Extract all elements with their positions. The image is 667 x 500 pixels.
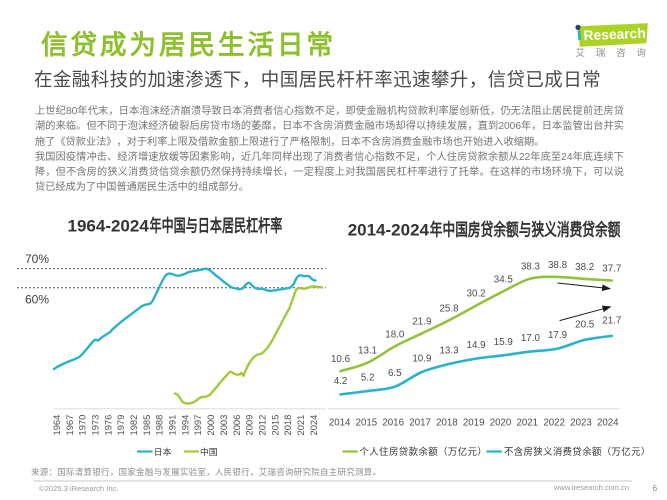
svg-text:2003: 2003 (218, 415, 229, 436)
svg-text:21.9: 21.9 (412, 316, 431, 327)
svg-text:13.3: 13.3 (439, 346, 459, 357)
svg-text:年中国与日本居民杠杆率: 年中国与日本居民杠杆率 (150, 215, 283, 236)
svg-text:1973: 1973 (90, 415, 101, 436)
svg-text:30.2: 30.2 (467, 289, 486, 300)
svg-text:2023: 2023 (570, 418, 592, 429)
svg-text:2016: 2016 (382, 418, 404, 429)
svg-text:10.9: 10.9 (412, 354, 431, 365)
svg-text:中国: 中国 (200, 446, 218, 457)
svg-text:2018: 2018 (436, 418, 458, 429)
svg-text:4.2: 4.2 (334, 376, 348, 387)
svg-text:2021: 2021 (295, 415, 306, 436)
svg-text:个人住房贷款余额（万亿元）: 个人住房贷款余额（万亿元） (360, 446, 488, 457)
svg-text:60%: 60% (25, 293, 49, 307)
svg-text:2020: 2020 (490, 418, 512, 429)
svg-text:18.0: 18.0 (385, 329, 405, 340)
svg-text:2015: 2015 (269, 415, 280, 436)
svg-text:34.5: 34.5 (494, 274, 514, 285)
svg-text:14.9: 14.9 (467, 340, 486, 351)
svg-text:1994: 1994 (179, 415, 190, 436)
svg-text:2024: 2024 (308, 415, 319, 436)
svg-text:17.0: 17.0 (521, 333, 541, 344)
svg-text:1976: 1976 (102, 415, 113, 436)
svg-text:17.9: 17.9 (548, 330, 567, 341)
svg-text:2017: 2017 (409, 418, 431, 429)
svg-text:38.2: 38.2 (575, 262, 594, 273)
svg-text:10.6: 10.6 (331, 354, 351, 365)
svg-text:2019: 2019 (463, 418, 485, 429)
svg-text:Research: Research (583, 26, 646, 43)
svg-text:70%: 70% (25, 252, 49, 266)
svg-text:38.8: 38.8 (548, 260, 568, 271)
svg-text:1982: 1982 (128, 415, 139, 436)
svg-text:38.3: 38.3 (521, 262, 541, 273)
svg-text:1970: 1970 (77, 415, 88, 436)
svg-text:1997: 1997 (192, 415, 203, 436)
svg-text:1988: 1988 (154, 415, 165, 436)
svg-text:5.2: 5.2 (361, 373, 375, 384)
svg-text:15.9: 15.9 (494, 337, 513, 348)
svg-text:2014: 2014 (329, 418, 351, 429)
svg-text:1985: 1985 (141, 415, 152, 436)
svg-text:2000: 2000 (205, 415, 216, 436)
svg-text:21.7: 21.7 (602, 315, 621, 326)
svg-text:2018: 2018 (282, 415, 293, 436)
svg-text:2024: 2024 (597, 418, 619, 429)
svg-text:1964-2024: 1964-2024 (68, 217, 150, 236)
svg-text:2006: 2006 (231, 415, 242, 436)
svg-text:2022: 2022 (543, 418, 565, 429)
svg-text:1964: 1964 (51, 415, 62, 436)
svg-text:2012: 2012 (256, 415, 267, 436)
svg-text:2015: 2015 (356, 418, 378, 429)
svg-text:年中国房贷余额与狭义消费贷余额: 年中国房贷余额与狭义消费贷余额 (430, 220, 621, 240)
svg-text:20.5: 20.5 (575, 319, 595, 330)
svg-text:1979: 1979 (115, 415, 126, 436)
svg-text:2014-2024: 2014-2024 (348, 221, 430, 240)
svg-text:日本: 日本 (154, 446, 172, 457)
svg-text:1991: 1991 (167, 415, 178, 436)
svg-text:1967: 1967 (64, 415, 75, 436)
svg-text:37.7: 37.7 (602, 264, 621, 275)
svg-text:25.8: 25.8 (439, 303, 459, 314)
svg-text:13.1: 13.1 (358, 346, 377, 357)
svg-text:6.5: 6.5 (388, 368, 402, 379)
svg-text:2021: 2021 (517, 418, 539, 429)
svg-text:2009: 2009 (244, 415, 255, 436)
svg-text:不含房狭义消费贷余额（万亿元）: 不含房狭义消费贷余额（万亿元） (504, 446, 651, 457)
